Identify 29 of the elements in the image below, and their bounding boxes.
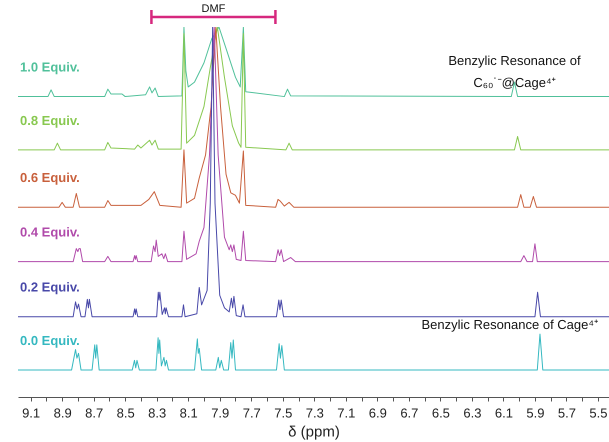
- x-tick-label: 8.7: [85, 406, 104, 420]
- x-tick-label: 7.7: [242, 406, 261, 420]
- x-tick-label: 6.9: [368, 406, 387, 420]
- x-axis-title: δ (ppm): [288, 424, 340, 440]
- x-tick-label: 8.1: [180, 406, 198, 420]
- series-label: 0.8 Equiv.: [20, 112, 80, 128]
- series-label: 1.0 Equiv.: [20, 60, 80, 75]
- annotation: Benzylic Resonance of C₆₀˙⁻@Cage⁴⁺: [448, 53, 581, 90]
- x-tick-label: 9.1: [22, 406, 40, 420]
- x-tick-label: 7.9: [211, 406, 230, 420]
- x-tick-label: 7.5: [274, 406, 292, 420]
- series-label: 0.6 Equiv.: [20, 170, 80, 186]
- x-tick-label: 6.7: [400, 406, 418, 420]
- x-tick-label: 6.5: [432, 406, 450, 420]
- x-tick-label: 6.1: [494, 406, 513, 420]
- x-tick-label: 8.9: [54, 406, 72, 420]
- x-tick-label: 8.3: [148, 406, 166, 420]
- series-label: 0.4 Equiv.: [20, 224, 80, 240]
- x-tick-label: 6.3: [463, 406, 482, 420]
- x-tick-label: 5.9: [526, 406, 544, 420]
- x-tick-label: 8.5: [116, 406, 135, 420]
- x-tick-label: 5.5: [589, 406, 608, 420]
- series-label: 0.2 Equiv.: [20, 280, 80, 295]
- x-tick-label: 7.1: [337, 406, 356, 420]
- annotation: DMF: [202, 3, 226, 15]
- annotation: Benzylic Resonance of Cage⁴⁺: [421, 317, 598, 332]
- x-tick-label: 7.3: [306, 406, 324, 420]
- x-tick-label: 5.7: [558, 406, 576, 420]
- series-label: 0.0 Equiv.: [20, 332, 80, 348]
